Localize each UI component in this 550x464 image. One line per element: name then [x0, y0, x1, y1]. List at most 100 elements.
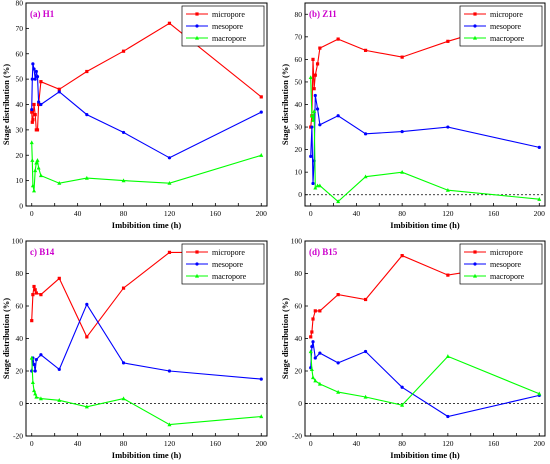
y-tick-label: 10 — [16, 176, 24, 185]
data-point — [30, 110, 34, 114]
data-point — [30, 319, 34, 323]
legend-label: mesopore — [212, 260, 244, 269]
legend-label: macropore — [212, 272, 247, 281]
x-tick-label: 80 — [398, 439, 406, 448]
data-point — [57, 90, 61, 94]
data-point — [195, 262, 199, 266]
data-point — [167, 422, 172, 427]
y-tick-label: 40 — [295, 100, 303, 109]
data-point — [85, 113, 89, 117]
data-point — [30, 380, 35, 384]
series-line — [31, 142, 262, 191]
y-tick-label: 50 — [295, 77, 303, 86]
data-point — [308, 349, 313, 354]
x-tick-label: 0 — [309, 209, 313, 218]
x-tick-label: 120 — [442, 209, 454, 218]
y-axis-label: Stage distribution (%) — [1, 64, 11, 145]
series-macropore — [308, 349, 542, 407]
y-tick-label: -20 — [13, 432, 23, 441]
x-tick-label: 200 — [256, 439, 268, 448]
data-point — [121, 361, 126, 365]
data-point — [309, 367, 314, 371]
data-point — [336, 37, 340, 41]
data-point — [318, 123, 322, 127]
y-tick-label: 100 — [291, 237, 303, 246]
data-point — [85, 335, 89, 339]
data-point — [309, 335, 313, 339]
data-point — [31, 62, 35, 66]
data-point — [35, 74, 40, 79]
series-mesopore — [30, 62, 263, 160]
x-tick-label: 120 — [442, 439, 454, 448]
data-point — [29, 355, 34, 360]
legend: micropore mesopore macropore — [181, 5, 265, 47]
series-line — [310, 13, 540, 128]
data-point — [311, 340, 315, 344]
data-point — [400, 55, 404, 59]
data-point — [400, 402, 405, 407]
data-point — [309, 154, 313, 158]
series-micropore — [30, 250, 263, 339]
x-tick-label: 40 — [353, 439, 361, 448]
data-point — [33, 168, 38, 173]
data-point — [315, 62, 320, 66]
chart-panel-4: 0 40 80 120 160 200 -20 0 20 40 60 80 100 Imbibition … — [280, 237, 546, 460]
data-point — [195, 35, 199, 40]
data-point — [121, 178, 126, 183]
series-mesopore — [30, 302, 263, 381]
y-tick-label: 0 — [19, 202, 23, 211]
chart-panel-2: 0 40 80 120 160 200 0 10 20 30 40 50 60 70 80 Imbibitio… — [280, 2, 546, 230]
x-tick-label: 40 — [74, 209, 82, 218]
y-tick-label: 0 — [298, 190, 302, 199]
series-line — [31, 63, 262, 159]
y-tick-label: 20 — [16, 151, 24, 160]
data-point — [259, 377, 263, 381]
data-point — [34, 69, 38, 74]
chart-panel-1: 0 40 80 120 160 200 0 10 20 30 40 50 60 70 80 Imbibitio… — [1, 0, 268, 230]
y-axis-label: Stage distribution (%) — [280, 298, 290, 379]
data-point — [57, 276, 61, 280]
data-point — [445, 354, 450, 358]
data-point — [308, 75, 313, 80]
x-tick-label: 40 — [74, 439, 82, 448]
data-point — [121, 396, 126, 401]
y-tick-label: 20 — [295, 367, 303, 376]
data-point — [363, 132, 368, 136]
data-point — [84, 404, 89, 409]
x-tick-label: 80 — [120, 439, 128, 448]
x-tick-label: 80 — [120, 209, 128, 218]
y-tick-label: 70 — [16, 24, 24, 33]
x-tick-label: 160 — [488, 439, 500, 448]
data-point — [363, 174, 368, 179]
data-point — [318, 46, 322, 50]
data-point — [473, 250, 477, 254]
data-point — [34, 160, 39, 165]
data-point — [317, 381, 322, 386]
data-point — [473, 273, 477, 278]
data-point — [400, 129, 404, 134]
y-tick-label: 0 — [19, 399, 23, 408]
data-point — [36, 165, 41, 170]
data-point — [38, 396, 43, 401]
data-point — [473, 12, 477, 16]
panel-label: (a) H1 — [30, 9, 55, 19]
data-point — [311, 375, 315, 380]
data-point — [167, 156, 172, 160]
data-point — [446, 125, 450, 129]
legend-label: mesopore — [490, 260, 522, 269]
data-point — [39, 102, 43, 107]
data-point — [167, 180, 172, 185]
data-point — [336, 199, 341, 204]
data-point — [32, 102, 36, 107]
data-point — [33, 77, 37, 81]
data-point — [400, 254, 404, 258]
data-point — [363, 394, 368, 399]
data-point — [30, 158, 35, 162]
data-point — [313, 93, 317, 98]
data-point — [121, 49, 126, 53]
series-line — [310, 341, 540, 418]
data-point — [315, 107, 320, 111]
y-tick-label: 70 — [295, 32, 303, 41]
data-point — [473, 35, 477, 40]
